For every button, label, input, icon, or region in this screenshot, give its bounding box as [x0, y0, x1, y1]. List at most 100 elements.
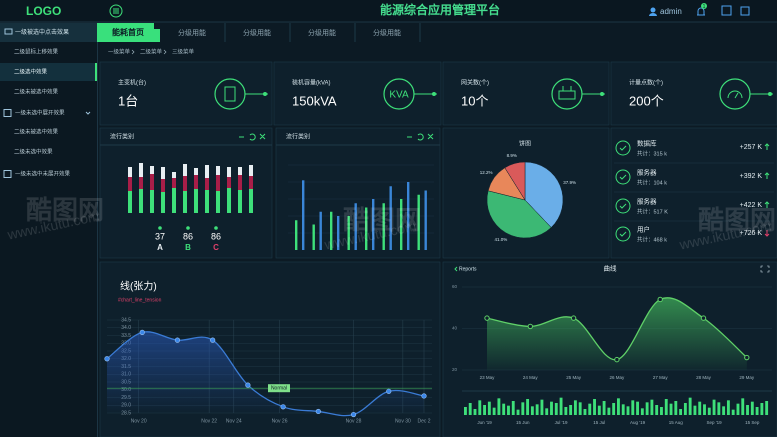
summary-dot [186, 226, 190, 230]
list-total: 共计：315 k [637, 149, 667, 157]
stat-label: 网关数(个) [461, 79, 489, 87]
brush-bar [712, 399, 716, 415]
brush-bar [765, 401, 769, 415]
stacked-bar-segment [128, 191, 132, 213]
stat-label: 装机容量(kVA) [292, 79, 331, 87]
app-title: 能源综合应用管理平台 [380, 2, 500, 17]
brush-bar [535, 404, 539, 415]
sidebar-item[interactable]: 二级未被选中效果 [14, 87, 59, 95]
brush-bar [736, 403, 740, 415]
brush-bar [497, 398, 501, 415]
bar [302, 180, 305, 250]
brush-bar [645, 402, 649, 415]
pie-slice [524, 161, 564, 228]
stat-icon [224, 86, 236, 102]
mark-label-box [268, 384, 290, 393]
stacked-bar-segment [183, 164, 187, 176]
bar [312, 224, 315, 250]
summary-label: A [157, 243, 163, 252]
y-tick-label: 34.5 [121, 317, 131, 323]
bar [354, 203, 357, 250]
summary-value: 37 [155, 231, 165, 241]
window-icon[interactable] [721, 5, 732, 16]
line-point [104, 356, 110, 362]
stacked-bar-segment [238, 175, 242, 190]
chart-title: 曲线 [604, 264, 618, 273]
stacked-bar-segment [172, 178, 176, 188]
bell-icon[interactable] [697, 7, 705, 16]
line-point [245, 382, 251, 388]
back-arrow[interactable] [454, 266, 458, 272]
x-tick-label: Nov 26 [272, 418, 288, 424]
check-mark [619, 174, 627, 180]
stat-card [99, 61, 273, 126]
brush-bar [617, 398, 620, 415]
panel-title: 流行类别 [286, 133, 310, 141]
x-tick-label: Nov 30 [395, 418, 411, 424]
brush-bar [593, 399, 596, 415]
breadcrumb-sep [163, 49, 167, 55]
stacked-bar-segment [238, 167, 242, 175]
bar [365, 207, 368, 250]
brush-bar [507, 405, 510, 415]
stat-icon-text: KVA [389, 90, 409, 101]
area-point [657, 296, 663, 303]
stat-dot [600, 92, 604, 96]
x-tick-label: Jul '19 [555, 420, 568, 425]
stacked-bar-segment [249, 189, 253, 213]
tab-label[interactable]: 分级用能 [243, 28, 271, 37]
brush-bar [636, 401, 639, 415]
x-tick-label: Nov 22 [201, 418, 217, 424]
panel-title: 流行类别 [110, 133, 134, 141]
bar [347, 216, 350, 250]
brush-bar [669, 403, 673, 415]
sidebar-item[interactable]: 二级未被选中效果 [14, 127, 59, 135]
checkbox [3, 170, 12, 178]
copy-icon[interactable] [740, 6, 750, 16]
stacked-bar-segment [227, 167, 231, 177]
active-tab-label[interactable]: 能耗首页 [112, 27, 144, 37]
tab-label[interactable]: 分级用能 [373, 28, 401, 37]
stat-dot [432, 92, 436, 96]
top-bar [0, 0, 777, 22]
y-tick-label: 33.5 [121, 333, 131, 339]
sidebar-item[interactable]: 一级未选中展开效果 [15, 108, 65, 116]
brush-bar [683, 403, 687, 415]
stacked-bar-segment [150, 190, 154, 213]
tab-label[interactable]: 分级用能 [178, 28, 206, 37]
sidebar-item[interactable]: 二级选中效果 [14, 67, 48, 75]
tab-close[interactable] [154, 23, 160, 29]
brush-bar [559, 397, 563, 415]
breadcrumb[interactable]: 三级菜单 [172, 47, 195, 55]
stat-card [442, 61, 610, 126]
stacked-bar-segment [161, 192, 165, 213]
list-name: 服务器 [637, 197, 657, 206]
area-point [700, 315, 707, 321]
panel-tools[interactable] [239, 133, 266, 141]
stat-value: 150kVA [292, 93, 337, 108]
brush-bar [530, 406, 534, 415]
trend-arrow [764, 230, 770, 237]
tab-label[interactable]: 分级用能 [308, 28, 336, 37]
breadcrumb[interactable]: 二级菜单 [140, 47, 163, 55]
stat-dot [768, 92, 772, 96]
stat-card [610, 61, 777, 126]
active-tab[interactable] [97, 23, 160, 42]
panel-tools[interactable] [407, 133, 434, 141]
area-point [527, 323, 533, 330]
stacked-bar-segment [128, 167, 132, 177]
check-ring [615, 169, 631, 185]
menu-icon[interactable] [109, 4, 123, 18]
sidebar-item[interactable]: 二级鼠标上移效果 [14, 47, 59, 55]
stacked-bar-segment [150, 174, 154, 190]
sidebar-item[interactable]: 一级未选中未展开效果 [15, 169, 71, 177]
back-link[interactable]: Reports [459, 266, 477, 272]
brush-bar [511, 401, 515, 415]
brush-bar [540, 399, 544, 415]
stacked-bar-segment [205, 190, 209, 213]
trend-arrow [764, 143, 770, 150]
breadcrumb[interactable]: 一级菜单 [108, 47, 131, 55]
sidebar-item[interactable]: 二级未选中效果 [14, 147, 53, 155]
x-tick-label: 23 May [480, 375, 496, 380]
expand-icon[interactable] [760, 265, 770, 273]
